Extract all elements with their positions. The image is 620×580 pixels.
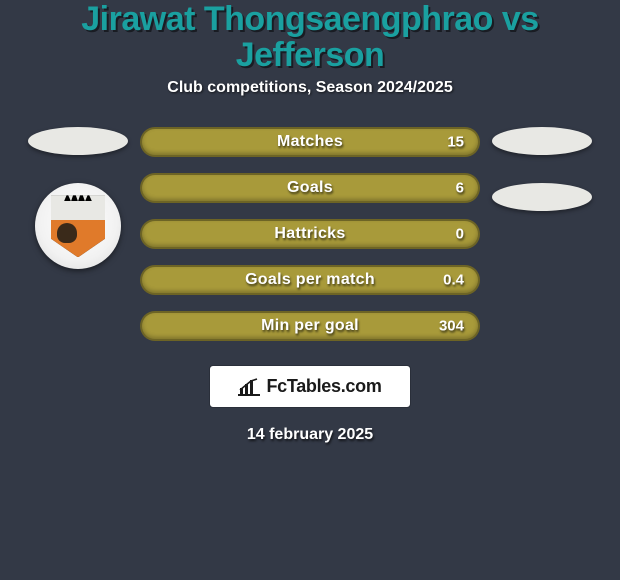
stat-label: Hattricks [274, 225, 345, 243]
subtitle: Club competitions, Season 2024/2025 [0, 79, 620, 97]
comparison-panel: Jirawat Thongsaengphrao vs Jefferson Clu… [0, 0, 620, 580]
left-column [28, 127, 128, 269]
stat-label: Matches [277, 133, 343, 151]
stat-row: Hattricks 0 [140, 219, 480, 249]
stat-value: 0 [456, 226, 464, 243]
content-row: Matches 15 Goals 6 Hattricks 0 Goals per… [0, 127, 620, 341]
bar-chart-icon [238, 378, 260, 396]
brand-text: FcTables.com [266, 376, 381, 397]
date-label: 14 february 2025 [247, 426, 373, 444]
player-photo-placeholder [492, 127, 592, 155]
stat-value: 0.4 [443, 272, 464, 289]
stat-label: Min per goal [261, 317, 359, 335]
shield-icon [51, 195, 105, 257]
club-logo-placeholder [492, 183, 592, 211]
stat-row: Goals 6 [140, 173, 480, 203]
footer: FcTables.com 14 february 2025 [0, 365, 620, 444]
stat-label: Goals [287, 179, 333, 197]
player-photo-placeholder [28, 127, 128, 155]
stat-value: 15 [447, 134, 464, 151]
stat-row: Goals per match 0.4 [140, 265, 480, 295]
club-crest-icon [35, 183, 121, 269]
stat-row: Matches 15 [140, 127, 480, 157]
right-column [492, 127, 592, 211]
stat-value: 6 [456, 180, 464, 197]
stat-label: Goals per match [245, 271, 375, 289]
stat-row: Min per goal 304 [140, 311, 480, 341]
stats-list: Matches 15 Goals 6 Hattricks 0 Goals per… [140, 127, 480, 341]
brand-box[interactable]: FcTables.com [209, 365, 410, 408]
page-title: Jirawat Thongsaengphrao vs Jefferson [0, 2, 620, 79]
stat-value: 304 [439, 318, 464, 335]
